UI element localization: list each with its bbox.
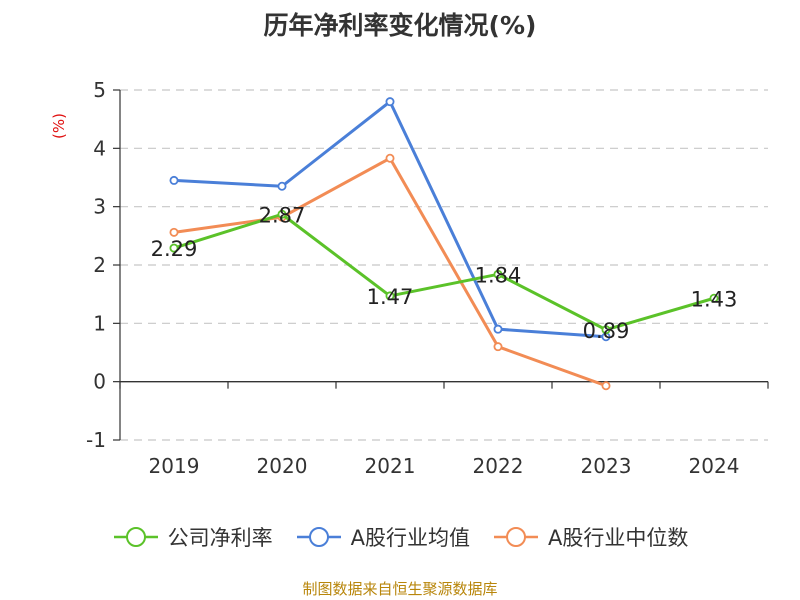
legend-item[interactable]: A股行业中位数 <box>492 522 688 552</box>
axis-layer: -1 0 1 2 3 4 5 2019 2020 2021 2022 2023 2024 <box>86 78 769 478</box>
legend-swatch <box>296 527 341 547</box>
legend-item[interactable]: A股行业均值 <box>295 522 470 552</box>
x-tick-label: 2020 <box>257 454 308 478</box>
data-point <box>277 209 287 219</box>
series-line <box>173 212 715 332</box>
data-label: 1.47 <box>367 285 414 309</box>
y-tick-label: 3 <box>93 195 106 219</box>
y-tick-label: 1 <box>93 311 106 335</box>
legend-label: A股行业中位数 <box>548 526 689 550</box>
series-layer <box>169 97 719 391</box>
x-tick-label: 2019 <box>149 454 200 478</box>
legend-label: 公司净利率 <box>167 526 273 550</box>
legend-swatch <box>113 527 158 547</box>
y-axis-unit-label: (%) <box>50 113 68 139</box>
data-point <box>385 97 395 107</box>
data-point <box>169 243 179 253</box>
data-label: 2.29 <box>151 237 198 261</box>
data-label: 2.87 <box>259 203 306 227</box>
data-point <box>601 381 611 391</box>
legend-swatch <box>494 527 538 547</box>
legend: 公司净利率 A股行业均值 A股行业中位数 <box>0 520 800 554</box>
legend-label: A股行业均值 <box>350 526 470 550</box>
series-line <box>173 156 607 388</box>
x-tick-label: 2024 <box>689 454 740 478</box>
x-tick-label: 2021 <box>365 454 416 478</box>
data-point <box>493 324 503 334</box>
data-point <box>277 181 287 191</box>
data-point <box>385 153 395 163</box>
y-tick-label: -1 <box>86 428 106 452</box>
y-tick-label: 2 <box>93 253 106 277</box>
source-note: 制图数据来自恒生聚源数据库 <box>302 580 498 598</box>
y-tick-label: 4 <box>93 136 106 160</box>
data-point <box>601 325 611 335</box>
legend-item[interactable]: 公司净利率 <box>112 522 273 552</box>
data-label: 1.43 <box>691 287 738 311</box>
data-label: 0.89 <box>583 319 630 343</box>
y-tick-label: 0 <box>93 370 106 394</box>
data-point <box>493 269 503 279</box>
y-tick-label: 5 <box>93 78 106 102</box>
data-point <box>385 291 395 301</box>
data-label: 1.84 <box>475 263 522 287</box>
data-point <box>709 293 719 303</box>
data-point <box>169 227 179 237</box>
x-tick-label: 2022 <box>473 454 524 478</box>
data-point <box>493 342 503 352</box>
chart-title: 历年净利率变化情况(%) <box>263 11 537 40</box>
data-label-layer: 2.29 2.87 1.47 1.84 0.89 1.43 <box>151 203 738 343</box>
grid-layer <box>120 89 768 441</box>
data-point <box>169 175 179 185</box>
x-tick-label: 2023 <box>581 454 632 478</box>
